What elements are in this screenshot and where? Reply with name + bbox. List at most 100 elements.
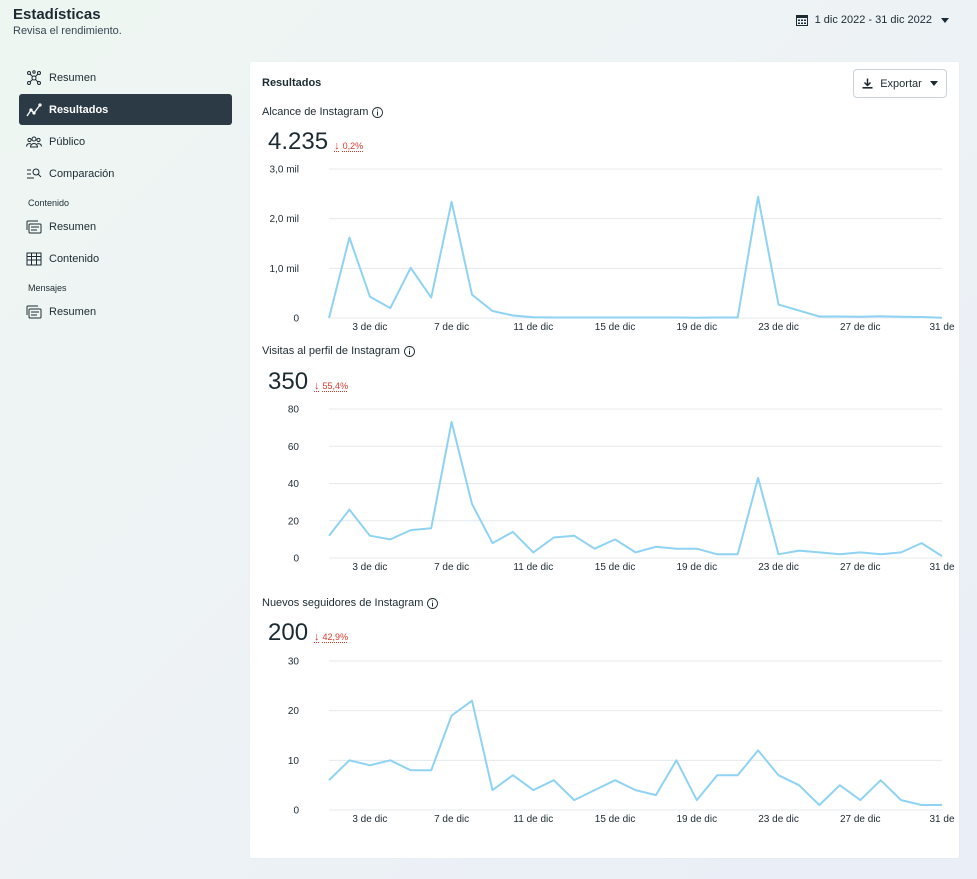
sidebar-item-resumen[interactable]: Resumen: [19, 62, 232, 93]
y-tick-label: 80: [288, 405, 300, 416]
sidebar-item-publico[interactable]: Público: [19, 126, 232, 157]
metric-title-reach: Alcance de Instagram: [262, 106, 384, 118]
metric-value-text: 200: [268, 619, 309, 646]
y-tick-label: 20: [288, 516, 300, 527]
sidebar-item-contenido-resumen[interactable]: Resumen: [19, 211, 232, 242]
sidebar-item-contenido[interactable]: Contenido: [19, 243, 232, 274]
sidebar-item-label: Resultados: [49, 103, 109, 116]
table-icon: [26, 252, 42, 265]
sidebar: Resumen Resultados Público Comparación C…: [19, 62, 232, 328]
info-icon[interactable]: [427, 597, 439, 609]
x-tick-label: 3 de dic: [352, 814, 387, 824]
chevron-down-icon: [941, 17, 949, 23]
sidebar-item-label: Resumen: [49, 220, 97, 233]
sidebar-item-comparacion[interactable]: Comparación: [19, 158, 232, 189]
metric-value-text: 4.235: [268, 128, 329, 155]
sidebar-section-contenido: Contenido: [28, 198, 70, 208]
y-tick-label: 40: [288, 479, 300, 490]
page-header: Estadísticas Revisa el rendimiento.: [13, 6, 122, 37]
metric-title-profile-visits: Visitas al perfil de Instagram: [262, 345, 415, 357]
x-tick-label: 3 de dic: [352, 562, 387, 572]
sidebar-item-label: Resumen: [49, 305, 97, 318]
x-tick-label: 7 de dic: [434, 562, 469, 572]
metric-title-text: Alcance de Instagram: [262, 106, 369, 118]
metric-title-new-followers: Nuevos seguidores de Instagram: [262, 597, 439, 609]
sidebar-item-label: Comparación: [49, 167, 115, 180]
x-tick-label: 27 de dic: [840, 562, 881, 572]
x-tick-label: 19 de dic: [677, 814, 718, 824]
y-tick-label: 0: [293, 806, 299, 817]
y-tick-label: 1,0 mil: [270, 264, 299, 275]
stack-icon: [26, 220, 42, 233]
export-label: Exportar: [880, 77, 922, 90]
metric-change-text: 55,4%: [322, 381, 349, 391]
metric-change-text: 42,9%: [322, 632, 349, 642]
y-tick-label: 0: [293, 314, 299, 325]
series-line: [328, 699, 942, 806]
metric-change: ↓ 0,2%: [334, 140, 363, 152]
x-tick-label: 19 de dic: [677, 322, 718, 332]
metric-change: ↓ 42,9%: [314, 631, 348, 643]
metric-title-text: Nuevos seguidores de Instagram: [262, 597, 424, 609]
page-title: Estadísticas: [13, 6, 101, 23]
metric-value-new-followers: 200 ↓ 42,9%: [268, 619, 348, 647]
x-tick-label: 7 de dic: [434, 814, 469, 824]
arrow-down-icon: ↓: [314, 380, 320, 392]
sidebar-item-label: Resumen: [49, 71, 97, 84]
download-icon: [862, 78, 873, 89]
y-tick-label: 3,0 mil: [270, 165, 299, 176]
search-list-icon: [27, 168, 42, 178]
chart-profile-visits: 0 20 40 60 80 3 de dic 7 de dic 11 de dic 15 de …: [288, 405, 955, 573]
x-tick-label: 15 de dic: [595, 562, 636, 572]
sidebar-item-label: Contenido: [49, 252, 100, 265]
metric-value-reach: 4.235 ↓ 0,2%: [268, 128, 363, 156]
card-title: Resultados: [262, 77, 322, 89]
chart-new-followers: 0 10 20 30 3 de dic 7 de dic 11 de dic 15 de di…: [288, 657, 955, 825]
x-tick-label: 31 de: [929, 322, 954, 332]
stack-icon: [26, 305, 42, 318]
metric-value-profile-visits: 350 ↓ 55,4%: [268, 368, 348, 396]
trend-icon: [26, 102, 42, 116]
x-tick-label: 23 de dic: [758, 562, 799, 572]
sidebar-item-resultados[interactable]: Resultados: [19, 94, 232, 125]
info-icon[interactable]: [404, 345, 415, 357]
x-tick-label: 7 de dic: [434, 322, 469, 332]
arrow-down-icon: ↓: [314, 631, 320, 643]
metric-change: ↓ 55,4%: [314, 380, 348, 392]
x-tick-label: 11 de dic: [513, 814, 553, 824]
calendar-icon: [795, 15, 808, 26]
export-button[interactable]: Exportar: [853, 69, 947, 98]
x-tick-label: 19 de dic: [677, 562, 718, 572]
info-icon[interactable]: [372, 106, 384, 118]
metric-value-text: 350: [268, 368, 309, 395]
y-tick-label: 2,0 mil: [270, 214, 299, 225]
results-card: Resultados Exportar Alcance de Instagram…: [250, 62, 959, 858]
x-tick-label: 3 de dic: [352, 322, 387, 332]
metric-title-text: Visitas al perfil de Instagram: [262, 345, 400, 357]
people-icon: [26, 136, 42, 147]
x-tick-label: 27 de dic: [840, 814, 881, 824]
x-tick-label: 11 de dic: [513, 322, 553, 332]
y-tick-label: 30: [288, 657, 300, 668]
x-tick-label: 27 de dic: [840, 322, 881, 332]
network-icon: [27, 69, 41, 85]
date-range-picker[interactable]: 1 dic 2022 - 31 dic 2022: [795, 14, 949, 26]
chevron-down-icon: [929, 81, 938, 86]
x-tick-label: 23 de dic: [758, 322, 799, 332]
x-tick-label: 31 de: [929, 814, 954, 824]
y-tick-label: 0: [293, 554, 299, 565]
y-tick-label: 20: [288, 706, 300, 717]
sidebar-item-label: Público: [49, 135, 86, 148]
sidebar-section-mensajes: Mensajes: [28, 283, 67, 293]
x-tick-label: 15 de dic: [595, 814, 636, 824]
series-line: [328, 421, 943, 557]
metric-change-text: 0,2%: [342, 141, 364, 151]
x-tick-label: 31 de: [929, 562, 954, 572]
chart-reach: 0 1,0 mil 2,0 mil 3,0 mil 3 de dic 7 de dic 11…: [270, 165, 955, 333]
x-tick-label: 15 de dic: [595, 322, 636, 332]
series-line: [328, 195, 943, 319]
sidebar-item-mensajes-resumen[interactable]: Resumen: [19, 296, 232, 327]
page-subtitle: Revisa el rendimiento.: [13, 25, 122, 37]
arrow-down-icon: ↓: [334, 140, 340, 152]
x-tick-label: 11 de dic: [513, 562, 553, 572]
